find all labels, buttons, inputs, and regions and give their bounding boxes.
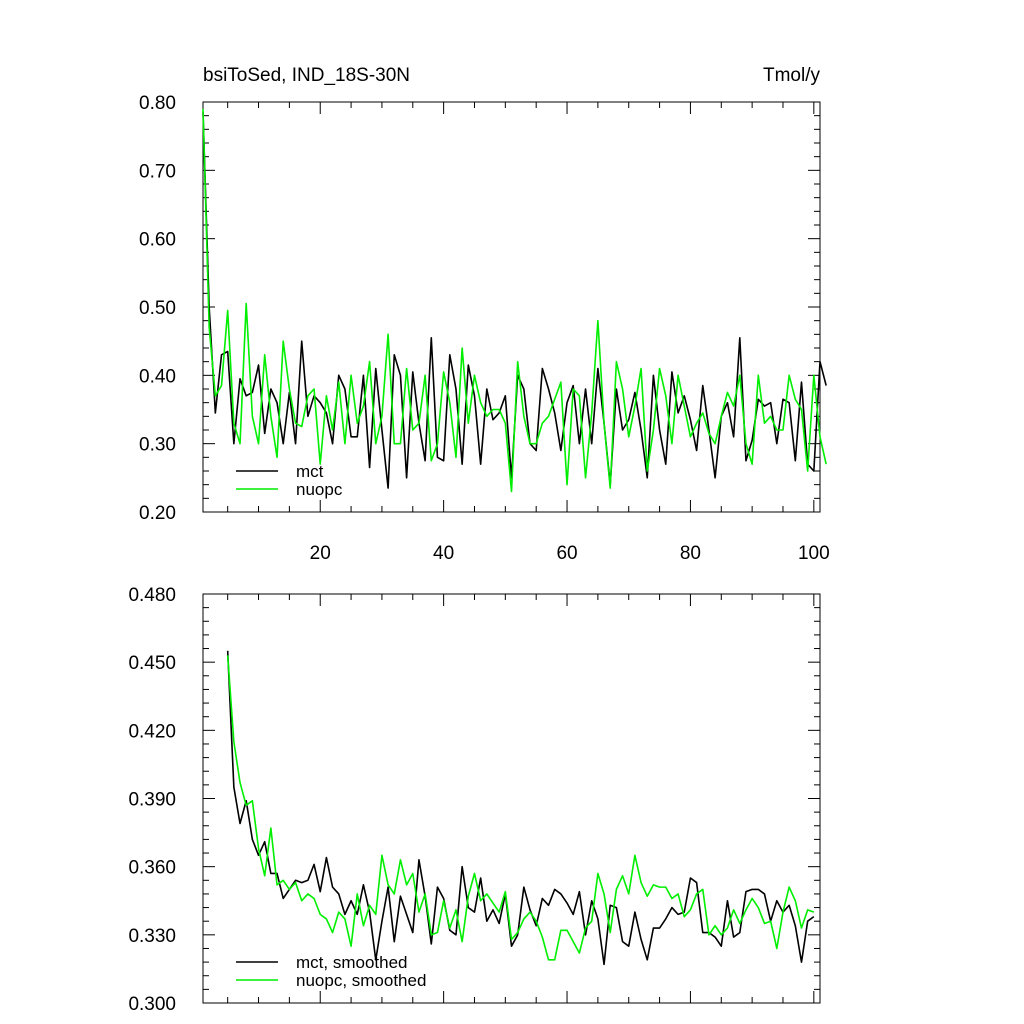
y-tick-label: 0.20 [139, 503, 176, 524]
y-tick-label: 0.70 [139, 161, 176, 182]
legend-label: nuopc, smoothed [296, 971, 426, 990]
y-tick-label: 0.40 [139, 366, 176, 387]
y-tick-label: 0.330 [128, 926, 176, 947]
x-tick-label: 20 [310, 543, 331, 564]
y-tick-label: 0.360 [128, 858, 176, 879]
series-line-mct [226, 650, 815, 966]
panel-bottom: 0.300 0.330 0.360 0.390 0.420 0.450 0.480 mct, … [128, 585, 821, 1015]
x-tick-label: 100 [798, 543, 830, 564]
y-tick-label: 0.30 [139, 435, 176, 456]
series-line-nuopc [202, 108, 827, 493]
x-tick-label: 40 [433, 543, 454, 564]
y-tick-label: 0.50 [139, 298, 176, 319]
legend-label: mct, smoothed [296, 953, 408, 972]
legend-label: nuopc [296, 480, 343, 499]
x-tick-label: 60 [556, 543, 577, 564]
panel-top: 20 40 60 80 100 0.20 0.30 0.40 0.50 0.60 0.70 0.80 m… [139, 93, 830, 564]
y-tick-label: 0.300 [128, 994, 176, 1015]
y-tick-label: 0.390 [128, 790, 176, 811]
series-line-nuopc [226, 655, 815, 961]
y-tick-label: 0.60 [139, 230, 176, 251]
legend-label: mct [296, 462, 324, 481]
y-tick-label: 0.480 [128, 585, 176, 606]
chart-title: bsiToSed, IND_18S-30N [203, 65, 410, 86]
y-tick-label: 0.450 [128, 653, 176, 674]
y-tick-label: 0.420 [128, 721, 176, 742]
y-tick-label: 0.80 [139, 93, 176, 114]
x-tick-label: 80 [680, 543, 701, 564]
units-label: Tmol/y [763, 65, 821, 86]
plot-frame [202, 101, 821, 513]
